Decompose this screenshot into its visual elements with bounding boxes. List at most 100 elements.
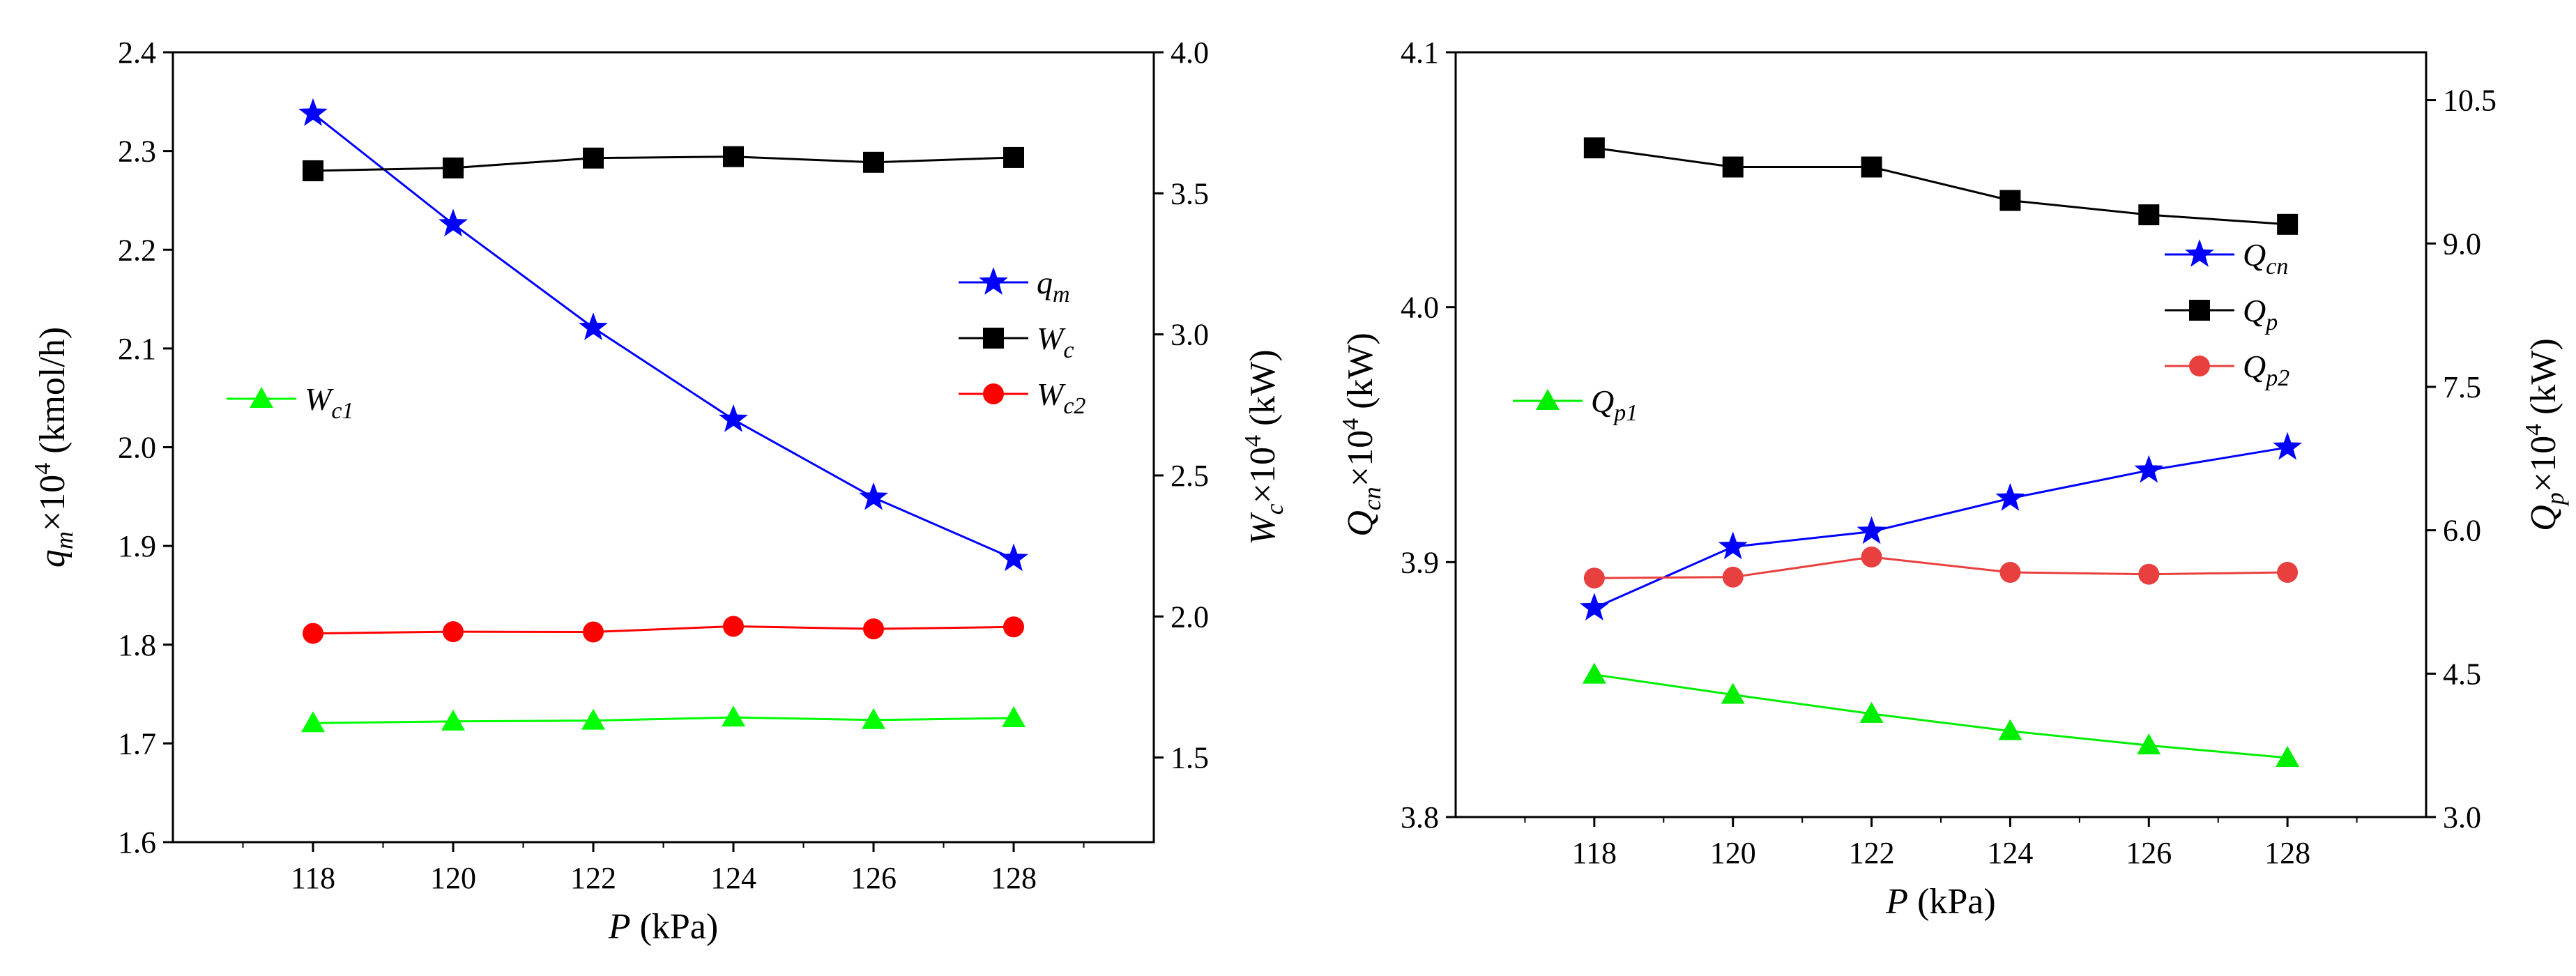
series-line [1594,673,2288,759]
x-axis-label: P (kPa) [608,907,718,947]
data-point [301,711,325,733]
legend-marker [1536,389,1560,410]
y-right-tick-label: 3.5 [1171,176,1209,211]
y-right-tick-label: 2.5 [1171,459,1209,493]
y-left-axis-label: qm×104 (kmol/h) [30,327,78,567]
data-point [723,616,744,637]
data-point [1003,146,1024,168]
y-axis-right: 3.0 4.5 6.0 7.5 9.0 10.5 [2426,84,2497,834]
data-point [2138,204,2160,226]
y-left-axis-label: Qcn×104 (kW) [1338,333,1386,537]
legend-label: Wc [1037,321,1074,363]
legend-label: Qp2 [2243,349,2289,391]
legend-entry: Wc [959,321,1074,363]
data-point [1859,701,1884,723]
series-line [1594,446,2288,609]
x-tick-label: 124 [710,861,756,895]
data-point [722,706,745,727]
series-line [1594,556,2288,579]
y-right-tick-label: 7.5 [2443,370,2481,404]
y-left-tick-label: 1.8 [118,628,156,662]
series-line [312,112,1014,560]
legend-label: Qcn [2243,237,2288,280]
y-right-axis-label: Qp×104 (kW) [2521,338,2569,531]
data-point [863,151,884,173]
y-right-tick-label: 1.5 [1171,741,1209,775]
legend-marker [250,387,273,408]
series-w-c [303,146,1024,181]
legend-marker [983,383,1004,404]
series-q-p [1583,137,2299,235]
x-tick-label: 120 [1710,836,1756,870]
y-left-tick-label: 2.2 [118,233,156,267]
y-axis-right: 1.5 2.0 2.5 3.0 3.5 4.0 [1154,36,1209,775]
data-point [441,709,465,731]
data-point [298,98,328,126]
legend-label: Qp1 [1591,383,1638,426]
legend-label: Wc2 [1037,376,1085,419]
legend-entry: qm [959,265,1070,307]
series-q-m [298,98,1028,572]
data-point [863,618,884,640]
series-line [1594,146,2288,226]
data-point [1579,593,1609,620]
data-point [2273,432,2303,460]
x-axis-label: P (kPa) [1885,882,1995,922]
series-line [312,625,1014,635]
data-point [1002,706,1026,727]
legend-marker [2189,300,2210,321]
legend-label: qm [1037,265,1070,307]
y-left-tick-label: 4.1 [1401,36,1439,70]
plot-frame [1454,51,2428,818]
data-point [581,708,605,730]
data-point [1582,662,1606,684]
data-point [1722,566,1744,588]
series-w-c2 [303,616,1024,644]
data-point [439,208,468,237]
y-left-tick-label: 3.9 [1401,545,1439,579]
y-right-tick-label: 9.0 [2443,227,2481,261]
data-point [1583,137,1605,159]
legend-marker [979,267,1008,295]
legend-entry: Wc1 [227,381,353,424]
x-tick-label: 126 [851,861,897,895]
chart-1: 118 120 122 124 126 128 P (kPa) 1.6 1.7 1.8 1.9 2.0… [30,36,1288,947]
y-right-tick-label: 3.0 [1171,318,1209,352]
data-point [1722,156,1744,178]
y-axis-left: 3.8 3.9 4.0 4.1 [1401,36,1456,834]
series-line [312,716,1014,724]
data-point [303,160,323,181]
legend-label: Wc1 [305,381,353,424]
y-left-tick-label: 2.4 [118,36,156,70]
data-point [999,543,1028,572]
series-q-p2 [1583,547,2299,589]
data-point [1861,156,1882,178]
y-left-tick-label: 1.6 [118,825,156,860]
data-point [862,708,885,729]
x-tick-label: 128 [991,861,1037,895]
y-right-tick-label: 4.5 [2443,657,2481,691]
data-point [723,146,744,167]
data-point [1583,567,1605,589]
data-point [1995,482,2025,511]
data-point [583,621,604,643]
y-left-tick-label: 2.0 [118,431,156,465]
data-point [1861,547,1882,568]
data-point [2138,563,2160,585]
y-right-axis-label: Wc×104 (kW) [1240,349,1288,544]
data-point [2137,733,2161,755]
series-w-c1 [301,706,1026,733]
x-axis: 118 120 122 124 126 128 [1524,817,2358,870]
legend-entry: Qp1 [1513,383,1638,426]
legend-label: Qp [2243,293,2278,335]
x-tick-label: 122 [1849,836,1895,870]
x-tick-label: 128 [2264,836,2310,870]
data-point [1999,561,2021,583]
y-right-tick-label: 4.0 [1171,36,1209,70]
series-line [312,155,1014,172]
data-point [719,404,748,432]
data-point [2277,213,2299,235]
legend-entry: Qcn [2165,237,2288,280]
series-q-p1 [1582,662,2300,767]
x-tick-label: 122 [570,861,616,895]
